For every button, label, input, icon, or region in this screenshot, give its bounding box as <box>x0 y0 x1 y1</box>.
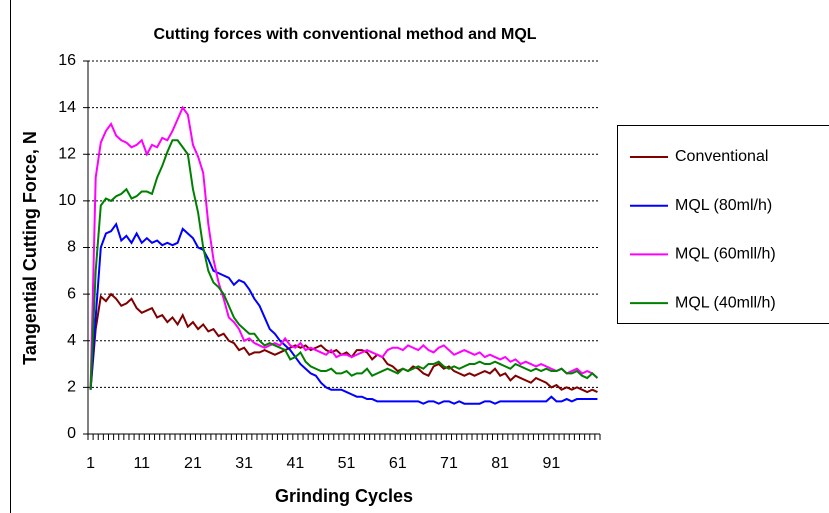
x-tick-label: 41 <box>286 455 304 472</box>
legend-box <box>617 125 829 324</box>
y-tick-label: 0 <box>67 425 76 442</box>
series-line <box>89 105 599 390</box>
x-tick-label: 51 <box>338 455 356 472</box>
y-tick-label: 2 <box>67 379 76 396</box>
y-tick-label: 4 <box>67 332 76 349</box>
x-tick-label: 31 <box>235 455 253 472</box>
y-tick-label: 8 <box>67 239 76 256</box>
series-line <box>89 292 598 394</box>
legend-label: Conventional <box>675 148 768 165</box>
y-tick-label: 14 <box>58 99 76 116</box>
x-tick-label: 91 <box>542 455 560 472</box>
x-tick-label: 21 <box>184 455 202 472</box>
y-tick-label: 10 <box>58 192 76 209</box>
legend-label: MQL (40mll/h) <box>675 294 776 311</box>
x-tick-label: 11 <box>133 455 150 472</box>
chart-title: Cutting forces with conventional method … <box>153 26 536 43</box>
x-tick-label: 71 <box>440 455 458 472</box>
legend-label: MQL (80ml/h) <box>675 197 772 214</box>
x-tick-label: 81 <box>491 455 509 472</box>
x-tick-label: 61 <box>389 455 407 472</box>
series-line <box>89 139 599 390</box>
x-axis-title: Grinding Cycles <box>275 486 413 506</box>
x-tick-label: 1 <box>86 455 95 472</box>
legend-label: MQL (60mll/h) <box>675 246 776 263</box>
series-line <box>89 222 598 405</box>
y-tick-label: 12 <box>58 145 76 162</box>
y-axis-title: Tangential Cutting Force, N <box>20 131 40 365</box>
y-tick-label: 6 <box>67 285 76 302</box>
y-tick-label: 16 <box>58 52 76 69</box>
